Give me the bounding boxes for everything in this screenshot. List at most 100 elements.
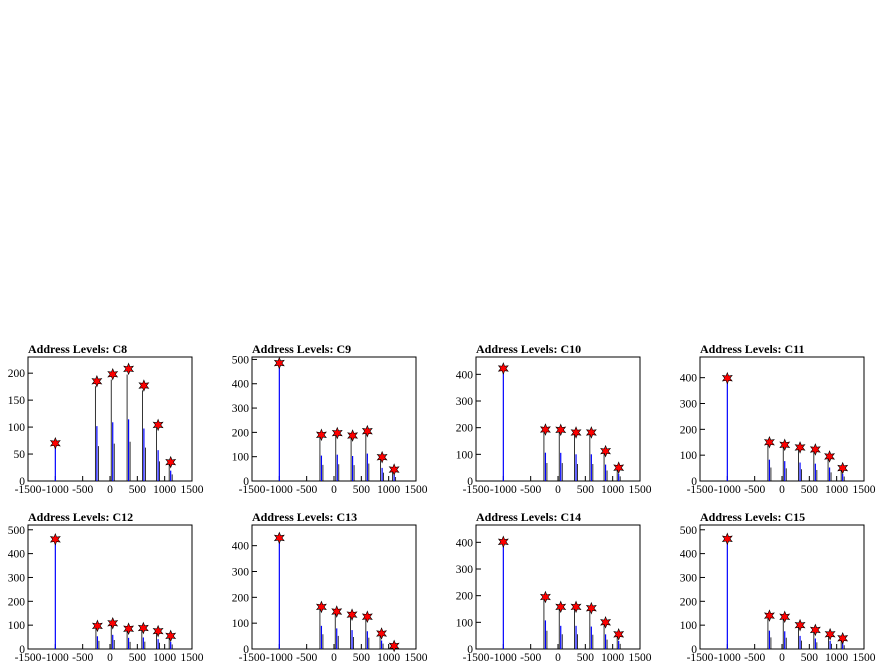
plot-frame bbox=[475, 356, 641, 482]
peak-marker bbox=[837, 461, 849, 475]
peak-marker bbox=[152, 418, 164, 432]
chart-panel: Address Levels: C90100200300400500-1500-… bbox=[232, 342, 428, 496]
y-tick-label: 0 bbox=[19, 644, 25, 656]
x-tick-label: -500 bbox=[72, 484, 93, 496]
x-tick-label: -1500 bbox=[239, 652, 266, 664]
y-tick-label: 100 bbox=[456, 449, 474, 461]
y-tick-label: 400 bbox=[680, 549, 698, 561]
peak-marker bbox=[570, 600, 582, 614]
y-tick-label: 0 bbox=[467, 476, 473, 488]
peak-marker bbox=[137, 621, 149, 635]
chart-panel: Address Levels: C11 0 100 200 300 400 -1500 -10… bbox=[680, 342, 876, 496]
peak-marker bbox=[361, 610, 373, 624]
peak-marker bbox=[721, 371, 733, 385]
x-tick-label: -1000 bbox=[714, 484, 741, 496]
y-tick-label: 200 bbox=[8, 368, 26, 380]
x-tick-label: 500 bbox=[353, 484, 371, 496]
plot-frame bbox=[251, 524, 417, 650]
y-tick-label: 500 bbox=[232, 354, 250, 366]
y-tick-label: 300 bbox=[8, 572, 26, 584]
y-tick-label: 0 bbox=[691, 644, 697, 656]
x-tick-label: 1500 bbox=[629, 652, 652, 664]
plot-frame bbox=[699, 524, 865, 650]
y-tick-label: 400 bbox=[680, 373, 698, 385]
chart-panel: Address Levels: C10 0 100 200 300 400 -1500 -10… bbox=[456, 342, 652, 496]
peak-marker bbox=[570, 426, 582, 439]
y-tick-label: 0 bbox=[243, 476, 249, 488]
y-tick-label: 0 bbox=[19, 476, 25, 488]
peak-marker bbox=[49, 436, 61, 450]
x-tick-label: 0 bbox=[779, 484, 785, 496]
chart-title: Address Levels: C9 bbox=[252, 342, 351, 356]
x-tick-label: -1000 bbox=[266, 484, 293, 496]
y-tick-label: 200 bbox=[456, 591, 474, 603]
peak-marker bbox=[497, 362, 509, 375]
x-tick-label: 1000 bbox=[825, 652, 848, 664]
y-tick-label: 0 bbox=[243, 644, 249, 656]
y-tick-label: 200 bbox=[456, 423, 474, 435]
plot-frame bbox=[251, 356, 417, 482]
peak-marker bbox=[539, 590, 551, 604]
chart-title: Address Levels: C14 bbox=[476, 510, 581, 524]
peak-marker bbox=[331, 426, 343, 440]
y-tick-label: 100 bbox=[680, 620, 698, 632]
x-tick-label: -1500 bbox=[15, 652, 42, 664]
chart-title: Address Levels: C12 bbox=[28, 510, 133, 524]
peak-marker bbox=[824, 627, 836, 641]
peak-marker bbox=[613, 461, 625, 474]
y-tick-label: 200 bbox=[8, 596, 26, 608]
x-tick-label: -500 bbox=[296, 652, 317, 664]
x-tick-label: 500 bbox=[129, 484, 147, 496]
chart-title: Address Levels: C8 bbox=[28, 342, 127, 356]
x-tick-label: 500 bbox=[577, 484, 595, 496]
x-tick-label: -1000 bbox=[266, 652, 293, 664]
peak-marker bbox=[49, 533, 61, 546]
chart-title: Address Levels: C10 bbox=[476, 342, 581, 356]
x-tick-label: 1500 bbox=[181, 652, 204, 664]
y-tick-label: 300 bbox=[680, 399, 698, 411]
x-tick-label: 0 bbox=[331, 652, 337, 664]
plot-frame bbox=[27, 524, 193, 650]
x-tick-label: 500 bbox=[801, 652, 819, 664]
peak-marker bbox=[165, 455, 177, 469]
peak-marker bbox=[794, 618, 806, 632]
peak-marker bbox=[600, 616, 612, 629]
y-tick-label: 400 bbox=[232, 541, 250, 553]
peak-marker bbox=[721, 532, 733, 546]
y-tick-label: 500 bbox=[680, 525, 698, 537]
peak-marker bbox=[138, 379, 150, 392]
y-tick-label: 400 bbox=[456, 537, 474, 549]
y-tick-label: 200 bbox=[680, 596, 698, 608]
y-tick-label: 400 bbox=[8, 549, 26, 561]
chart-panel: Address Levels: C8 0 50 100 150 200 -1500 -1000… bbox=[8, 342, 204, 496]
x-tick-label: -1500 bbox=[687, 484, 714, 496]
x-tick-label: -500 bbox=[744, 484, 765, 496]
peak-marker bbox=[585, 601, 597, 615]
x-tick-label: 0 bbox=[555, 484, 561, 496]
y-tick-label: 400 bbox=[232, 379, 250, 391]
peak-marker bbox=[539, 423, 551, 436]
x-tick-label: 0 bbox=[779, 652, 785, 664]
x-tick-label: 500 bbox=[577, 652, 595, 664]
peak-marker bbox=[315, 600, 327, 614]
x-tick-label: 1000 bbox=[601, 484, 624, 496]
x-tick-label: 1500 bbox=[181, 484, 204, 496]
peak-marker bbox=[763, 435, 775, 449]
chart-title: Address Levels: C15 bbox=[700, 510, 805, 524]
y-tick-label: 300 bbox=[456, 564, 474, 576]
x-tick-label: -1000 bbox=[490, 652, 517, 664]
peak-marker bbox=[613, 628, 625, 641]
x-tick-label: 1500 bbox=[629, 484, 652, 496]
y-tick-label: 200 bbox=[232, 427, 250, 439]
x-tick-label: 1500 bbox=[405, 484, 428, 496]
x-tick-label: -1000 bbox=[42, 484, 69, 496]
peak-marker bbox=[388, 639, 400, 653]
peak-marker bbox=[794, 441, 806, 454]
peak-marker bbox=[331, 605, 343, 618]
chart-title: Address Levels: C13 bbox=[252, 510, 357, 524]
x-tick-label: 0 bbox=[107, 652, 113, 664]
chart-title: Address Levels: C11 bbox=[700, 342, 804, 356]
x-tick-label: 1000 bbox=[153, 652, 176, 664]
chart-panel: Address Levels: C13 0 100 200 300 400 -1500 -10… bbox=[232, 510, 428, 664]
